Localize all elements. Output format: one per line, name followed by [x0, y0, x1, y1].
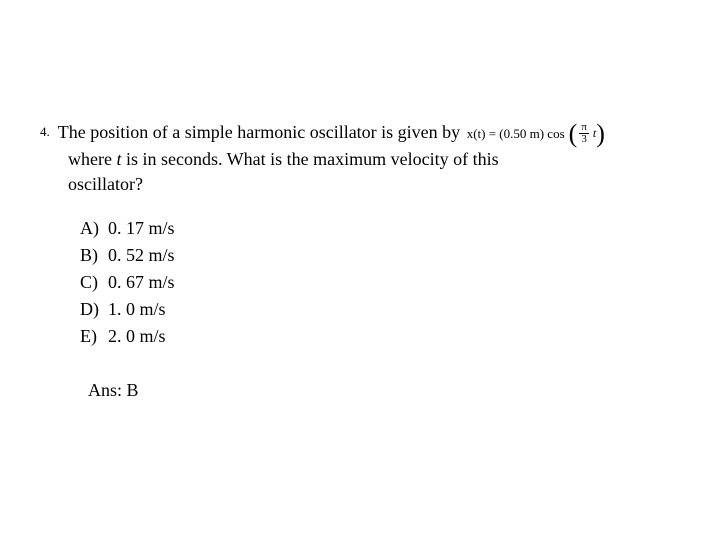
paren-right: ) [596, 121, 605, 147]
option-text: 0. 52 m/s [108, 242, 175, 269]
equation: x(t) = (0.50 m) cos ( π 3 t ) [467, 121, 605, 147]
paren-left: ( [569, 121, 578, 147]
option-b: B) 0. 52 m/s [80, 242, 680, 269]
option-label: E) [80, 323, 108, 350]
line2b: is in seconds. What is the maximum veloc… [122, 149, 499, 169]
option-text: 0. 17 m/s [108, 215, 175, 242]
option-label: A) [80, 215, 108, 242]
option-label: C) [80, 269, 108, 296]
page: 4. The position of a simple harmonic osc… [0, 0, 720, 441]
options-list: A) 0. 17 m/s B) 0. 52 m/s C) 0. 67 m/s D… [80, 215, 680, 350]
option-c: C) 0. 67 m/s [80, 269, 680, 296]
option-e: E) 2. 0 m/s [80, 323, 680, 350]
equation-prefix: x(t) = (0.50 m) cos [467, 125, 565, 143]
line3: oscillator? [68, 174, 143, 194]
option-text: 1. 0 m/s [108, 296, 166, 323]
question-continuation: where t is in seconds. What is the maxim… [68, 147, 680, 197]
fraction: π 3 [579, 122, 589, 145]
question-number: 4. [40, 124, 50, 140]
option-label: D) [80, 296, 108, 323]
question-block: 4. The position of a simple harmonic osc… [40, 120, 680, 147]
question-line1-text: The position of a simple harmonic oscill… [58, 122, 460, 142]
option-a: A) 0. 17 m/s [80, 215, 680, 242]
option-text: 0. 67 m/s [108, 269, 175, 296]
line2a: where [68, 149, 116, 169]
option-label: B) [80, 242, 108, 269]
answer-line: Ans: B [88, 380, 680, 401]
fraction-denominator: 3 [579, 134, 589, 145]
question-line1: The position of a simple harmonic oscill… [58, 120, 605, 147]
answer-value: B [127, 380, 139, 400]
option-d: D) 1. 0 m/s [80, 296, 680, 323]
answer-label: Ans: [88, 380, 127, 400]
option-text: 2. 0 m/s [108, 323, 166, 350]
